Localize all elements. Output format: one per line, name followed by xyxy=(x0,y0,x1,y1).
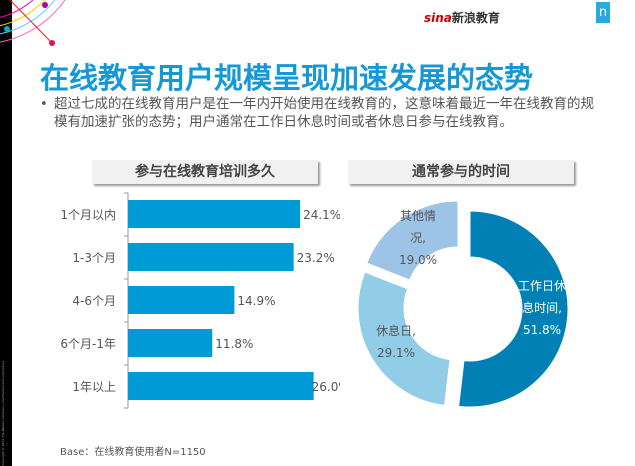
slice-label: 息时间, xyxy=(522,300,562,315)
bullet-icon: • xyxy=(40,97,48,112)
sina-logo: sina新浪教育 xyxy=(424,11,500,25)
donut-chart-title: 通常参与的时间 xyxy=(348,160,574,184)
page-title: 在线教育用户规模呈现加速发展的态势 xyxy=(40,61,534,95)
slice-label: 况, xyxy=(410,231,426,245)
bar xyxy=(128,372,314,400)
bar-chart-title: 参与在线教育培训多久 xyxy=(92,160,318,184)
category-label: 4-6个月 xyxy=(72,294,116,308)
slice-label: 其他情 xyxy=(400,209,436,223)
data-label: 14.9% xyxy=(237,294,275,308)
category-label: 1年以上 xyxy=(72,380,116,394)
bar-chart: 1个月以内 24.1% 1-3个月 23.2% 4-6个月 14.9% 6个月-1年 11.8… xyxy=(60,192,340,409)
category-label: 6个月-1年 xyxy=(60,337,116,351)
bar xyxy=(128,200,301,228)
slice-value-label: 51.8% xyxy=(523,323,561,337)
bar xyxy=(128,329,213,357)
slice-value-label: 19.0% xyxy=(399,253,437,267)
data-label: 24.1% xyxy=(303,208,340,222)
slice-label: 休息日, xyxy=(376,323,416,338)
donut-slice xyxy=(458,210,569,408)
category-label: 1-3个月 xyxy=(72,251,116,265)
category-label: 1个月以内 xyxy=(60,208,116,222)
data-label: 11.8% xyxy=(215,337,253,351)
side-strip: Copyright ©2012 The Nielsen Company. Con… xyxy=(0,0,12,466)
data-label: 26.0% xyxy=(312,380,340,394)
bar xyxy=(128,286,235,314)
slice-label: 工作日休 xyxy=(518,279,566,293)
donut-slice xyxy=(366,200,459,281)
data-label: 23.2% xyxy=(297,251,335,265)
bullet-text: 超过七成的在线教育用户是在一年内开始使用在线教育的，这意味着最近一年在线教育的规… xyxy=(54,96,594,130)
bar xyxy=(128,243,294,271)
slice-value-label: 29.1% xyxy=(377,346,415,360)
base-note: Base：在线教育使用者N=1150 xyxy=(60,447,206,458)
donut-slice xyxy=(357,271,451,406)
decorative-arcs xyxy=(0,0,66,46)
nielsen-logo: n xyxy=(596,2,610,23)
